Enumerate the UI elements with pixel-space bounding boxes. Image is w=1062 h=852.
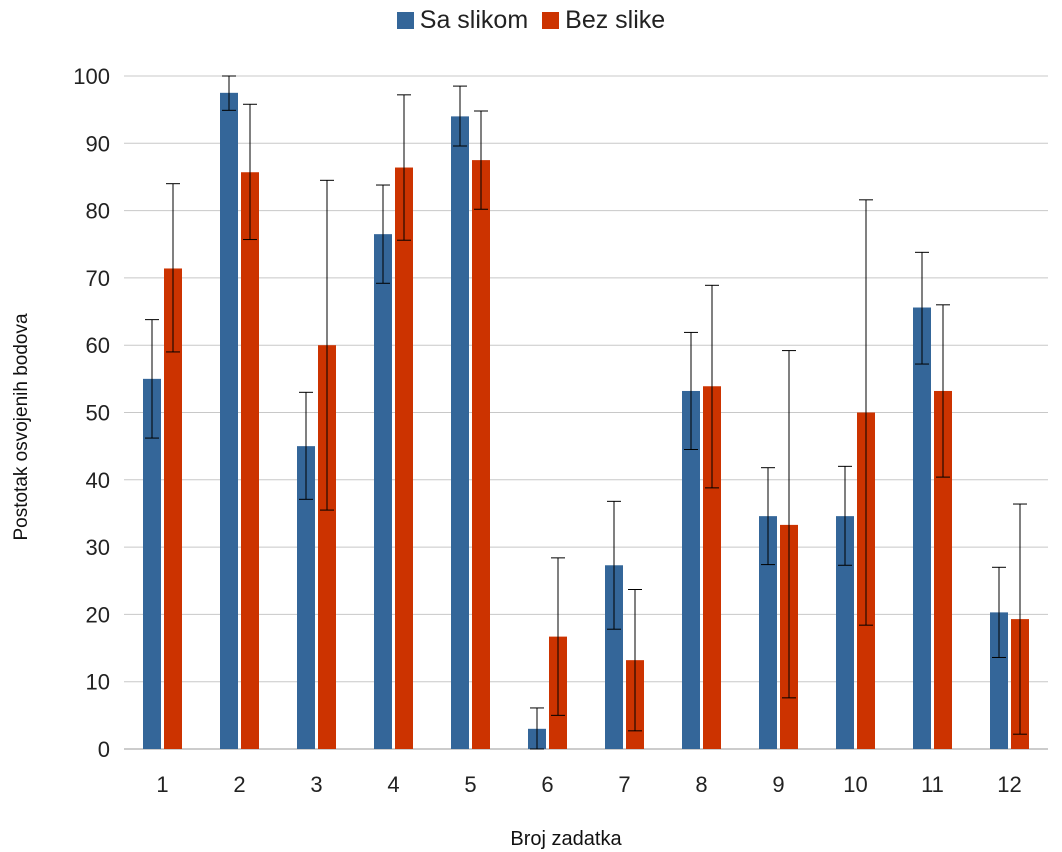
bar-sa-slikom — [836, 516, 854, 749]
legend: Sa slikom Bez slike — [0, 6, 1062, 35]
y-tick-label: 70 — [86, 266, 110, 291]
error-bar — [684, 331, 698, 451]
error-bar — [761, 467, 775, 566]
bar-bez-slike — [472, 160, 490, 749]
x-axis-label: Broj zadatka — [510, 828, 622, 850]
error-bar — [397, 94, 411, 241]
legend-swatch-sa-slikom — [396, 12, 414, 29]
error-bar — [145, 319, 159, 439]
y-tick-label: 40 — [86, 468, 110, 493]
y-tick-label: 30 — [86, 535, 110, 560]
x-tick-label: 9 — [772, 772, 784, 797]
error-bar — [607, 500, 621, 630]
y-tick-label: 10 — [86, 670, 110, 695]
error-bar — [992, 566, 1006, 658]
error-bar — [320, 179, 334, 511]
y-tick-label: 90 — [86, 131, 110, 156]
bar-sa-slikom — [682, 390, 700, 749]
bar-sa-slikom — [759, 516, 777, 749]
error-bar — [551, 557, 565, 716]
bar-bez-slike — [241, 172, 259, 749]
error-bar — [782, 350, 796, 699]
x-tick-label: 6 — [541, 772, 553, 797]
error-bar — [474, 110, 488, 210]
error-bar — [243, 103, 257, 241]
legend-item-sa-slikom: Sa slikom — [396, 6, 529, 35]
bar-sa-slikom — [913, 307, 931, 749]
error-bar — [628, 588, 642, 732]
error-bar — [859, 199, 873, 626]
error-bar — [530, 707, 544, 750]
y-tick-label: 20 — [86, 602, 110, 627]
legend-swatch-bez-slike — [542, 12, 560, 29]
x-tick-label: 8 — [695, 772, 707, 797]
x-tick-label: 10 — [843, 772, 867, 797]
x-tick-label: 3 — [310, 772, 322, 797]
x-tick-label: 4 — [387, 772, 399, 797]
bar-sa-slikom — [143, 378, 161, 749]
bar-bez-slike — [318, 345, 336, 749]
x-tick-label: 2 — [233, 772, 245, 797]
y-tick-label: 80 — [86, 199, 110, 224]
y-axis-label: Postotak osvojenih bodova — [11, 313, 32, 541]
y-tick-label: 0 — [98, 737, 110, 762]
bar-sa-slikom — [220, 92, 238, 749]
legend-item-bez-slike: Bez slike — [542, 6, 665, 35]
error-bar — [838, 465, 852, 566]
error-bar — [299, 391, 313, 500]
bar-sa-slikom — [297, 446, 315, 749]
x-tick-label: 7 — [618, 772, 630, 797]
error-bar — [915, 251, 929, 365]
error-bar — [376, 184, 390, 284]
bar-sa-slikom — [605, 565, 623, 749]
x-tick-label: 12 — [997, 772, 1021, 797]
y-tick-label: 100 — [73, 64, 110, 89]
bar-sa-slikom — [451, 116, 469, 749]
bar-bez-slike — [934, 390, 952, 749]
bars — [143, 92, 1029, 749]
error-bar — [936, 304, 950, 478]
error-bar — [1013, 503, 1027, 735]
legend-label-bez-slike: Bez slike — [565, 6, 666, 34]
error-bar — [222, 75, 236, 111]
bar-bez-slike — [395, 167, 413, 749]
x-tick-label: 5 — [464, 772, 476, 797]
bar-sa-slikom — [374, 234, 392, 749]
error-bar — [166, 183, 180, 353]
bar-sa-slikom — [990, 612, 1008, 749]
y-tick-labels: 0 10 20 30 40 50 60 70 80 90 100 — [73, 64, 110, 762]
legend-label-sa-slikom: Sa slikom — [419, 6, 529, 34]
bar-bez-slike — [703, 386, 721, 749]
error-bar — [453, 85, 467, 147]
error-bars — [145, 75, 1027, 750]
x-tick-label: 1 — [156, 772, 168, 797]
error-bar — [705, 284, 719, 489]
x-tick-labels: 1 2 3 4 5 6 7 8 9 10 11 12 — [156, 772, 1021, 797]
x-tick-label: 11 — [921, 772, 944, 797]
bar-bez-slike — [164, 268, 182, 749]
y-tick-label: 50 — [86, 401, 110, 426]
y-tick-label: 60 — [86, 333, 110, 358]
gridlines — [124, 75, 1048, 750]
